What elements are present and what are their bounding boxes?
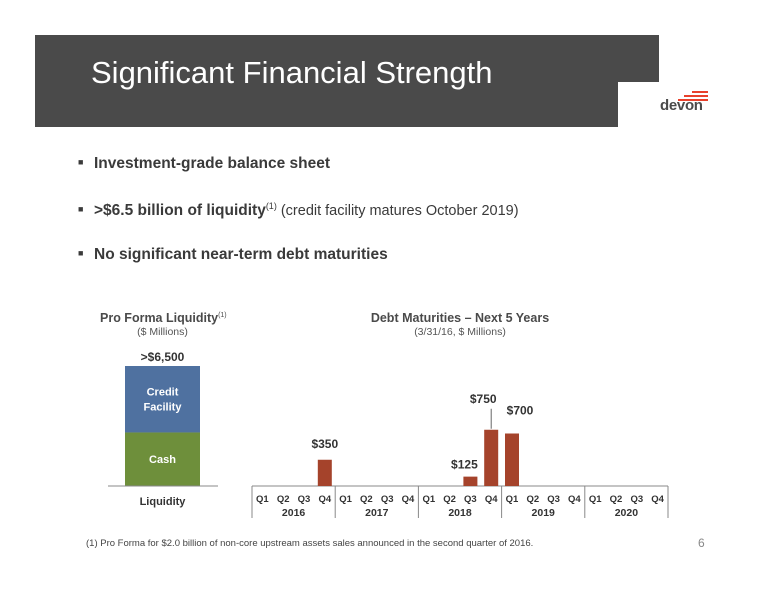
bullet-square-icon: ■	[78, 204, 84, 215]
debt-quarter-tick: Q4	[318, 494, 331, 505]
debt-year-label: 2016	[282, 507, 306, 519]
liquidity-title-text: Pro Forma Liquidity	[100, 311, 219, 325]
debt-quarter-tick: Q2	[526, 494, 539, 505]
liquidity-segment-label: Cash	[149, 454, 176, 466]
debt-quarter-tick: Q3	[464, 494, 477, 505]
footnote: (1) Pro Forma for $2.0 billion of non-co…	[86, 538, 534, 549]
debt-data-label: $700	[507, 404, 534, 418]
debt-quarter-tick: Q4	[485, 494, 498, 505]
debt-quarter-tick: Q1	[339, 494, 352, 505]
bullet-item: ■ >$6.5 billion of liquidity(1) (credit f…	[78, 201, 519, 220]
debt-chart-title: Debt Maturities – Next 5 Years	[370, 311, 550, 325]
bullet-bold-text: Investment-grade balance sheet	[94, 155, 331, 172]
bullet-normal-text: (credit facility matures October 2019)	[276, 203, 519, 220]
debt-quarter-tick: Q1	[256, 494, 269, 505]
bullet-item: ■ Investment-grade balance sheet	[78, 155, 330, 173]
debt-bar	[317, 459, 332, 486]
bullet-bold-text: >$6.5 billion of liquidity	[94, 202, 266, 220]
liquidity-segment-label: Facility	[144, 402, 183, 414]
debt-quarter-tick: Q4	[402, 494, 415, 505]
debt-year-label: 2017	[365, 507, 389, 519]
debt-year-label: 2020	[615, 507, 639, 519]
debt-quarter-tick: Q1	[589, 494, 602, 505]
liquidity-bar-credit-facility	[125, 366, 200, 433]
debt-bar	[505, 433, 519, 486]
debt-quarter-tick: Q3	[298, 494, 311, 505]
page-number: 6	[698, 536, 705, 550]
liquidity-bar-cash	[125, 432, 200, 486]
liquidity-title-sup: (1)	[218, 311, 227, 319]
liquidity-segment-label: Credit	[147, 387, 179, 399]
bullet-square-icon: ■	[78, 157, 84, 167]
liquidity-total-label: >$6,500	[141, 350, 185, 364]
debt-data-label: $350	[311, 437, 338, 451]
slide-title: Significant Financial Strength	[91, 55, 493, 90]
debt-bar	[463, 476, 478, 486]
devon-logo: devon	[618, 82, 728, 127]
debt-quarter-tick: Q3	[547, 494, 560, 505]
liquidity-category-label: Liquidity	[140, 496, 187, 508]
debt-quarter-tick: Q2	[360, 494, 373, 505]
bullet-square-icon: ■	[78, 248, 84, 258]
debt-quarter-tick: Q4	[568, 494, 581, 505]
liquidity-chart-subtitle: ($ Millions)	[137, 326, 188, 338]
title-bar: Significant Financial Strength	[35, 35, 659, 127]
debt-quarter-tick: Q4	[651, 494, 664, 505]
debt-quarter-tick: Q3	[381, 494, 394, 505]
debt-quarter-tick: Q1	[506, 494, 519, 505]
liquidity-chart-title: Pro Forma Liquidity(1)	[100, 311, 227, 325]
debt-bar	[484, 429, 499, 486]
debt-data-label: $125	[451, 458, 478, 472]
debt-chart-subtitle: (3/31/16, $ Millions)	[414, 326, 506, 338]
debt-quarter-tick: Q2	[610, 494, 623, 505]
debt-year-label: 2018	[448, 507, 472, 519]
debt-quarter-tick: Q2	[277, 494, 290, 505]
debt-quarter-tick: Q2	[443, 494, 456, 505]
bullet-footnote-ref: (1)	[265, 201, 277, 211]
debt-year-label: 2019	[532, 507, 556, 519]
bullet-item: ■ No significant near-term debt maturitie…	[78, 246, 388, 264]
logo-text: devon	[660, 97, 703, 114]
bullet-bold-text: No significant near-term debt maturities	[94, 246, 388, 263]
debt-data-label: $750	[470, 392, 497, 406]
debt-quarter-tick: Q3	[630, 494, 643, 505]
debt-quarter-tick: Q1	[422, 494, 435, 505]
